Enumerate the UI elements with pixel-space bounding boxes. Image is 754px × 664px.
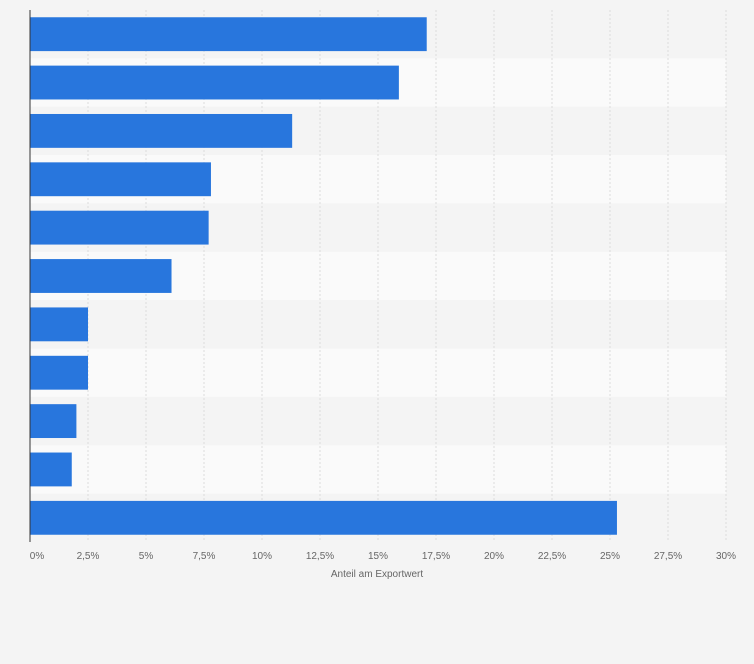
x-tick-label: 15% [368,551,388,562]
x-tick-label: 5% [139,551,154,562]
row-band [30,396,726,446]
bar[interactable] [30,355,88,390]
x-tick-label: 10% [252,551,272,562]
x-tick-label: 12,5% [306,551,334,562]
bar[interactable] [30,17,427,52]
x-tick-label: 7,5% [193,551,216,562]
bar[interactable] [30,113,293,148]
x-tick-labels: 0% 2,5% 5% 7,5% 10% 12,5% 15% 17,5% 20% 22,5% 25% 2… [30,551,736,562]
row-band [30,445,726,494]
bar[interactable] [30,404,77,439]
bar[interactable] [30,452,72,487]
x-tick-label: 17,5% [422,551,450,562]
x-tick-label: 2,5% [77,551,100,562]
x-tick-label: 0% [30,551,45,562]
bars [30,17,617,535]
row-band [30,348,726,397]
x-tick-label: 30% [716,551,736,562]
bar[interactable] [30,500,617,535]
bar[interactable] [30,259,172,293]
x-tick-label: 22,5% [538,551,566,562]
x-tick-label: 27,5% [654,551,682,562]
x-tick-label: 20% [484,551,504,562]
row-band [30,300,726,349]
bar[interactable] [30,307,88,342]
bar[interactable] [30,65,399,100]
bar[interactable] [30,162,211,197]
x-axis-label: Anteil am Exportwert [331,569,423,580]
x-tick-label: 25% [600,551,620,562]
bar[interactable] [30,210,209,245]
